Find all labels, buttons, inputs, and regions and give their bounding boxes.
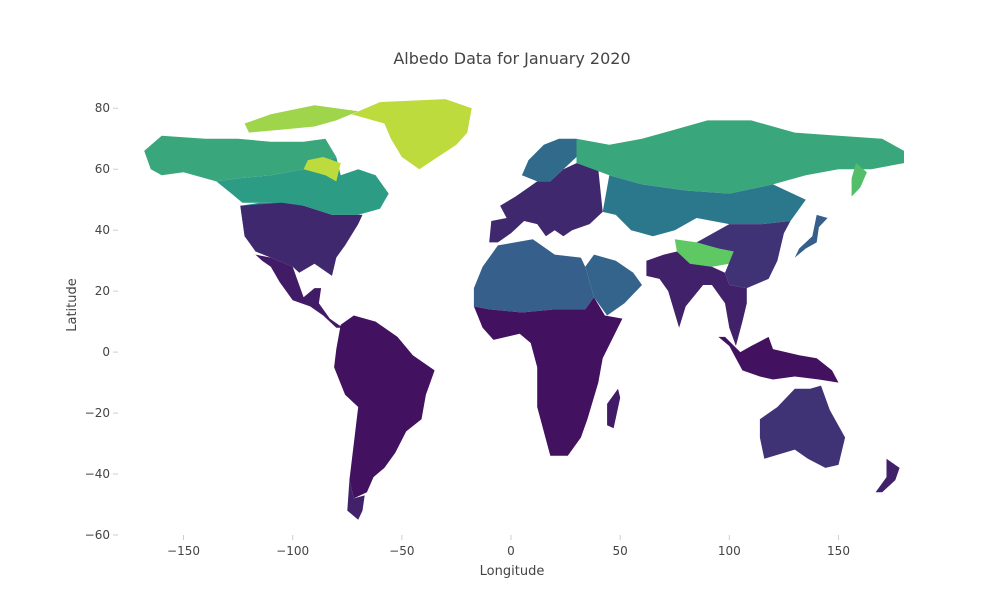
x-tick-label: 50 bbox=[613, 544, 628, 558]
map-region-central-southern-africa bbox=[473, 297, 623, 456]
x-axis-ticks: −150 −100 −50 0 50 100 150 bbox=[167, 535, 850, 558]
x-tick-label: 100 bbox=[718, 544, 741, 558]
map-region-india-se-asia bbox=[646, 251, 747, 346]
x-tick-label: −100 bbox=[276, 544, 309, 558]
map-region-central-asia bbox=[602, 175, 806, 237]
chart-title: Albedo Data for January 2020 bbox=[393, 49, 630, 68]
map-region-patagonia bbox=[347, 480, 365, 520]
y-axis-title: Latitude bbox=[65, 278, 80, 332]
map-region-australia bbox=[759, 385, 846, 468]
map-region-madagascar bbox=[607, 388, 621, 429]
x-tick-label: −50 bbox=[389, 544, 414, 558]
map-region-china bbox=[696, 221, 791, 289]
map-region-kamchatka bbox=[851, 163, 867, 197]
y-tick-label: 60 bbox=[95, 162, 110, 176]
map-region-south-america bbox=[334, 315, 435, 499]
map-region-sahara-north-africa bbox=[473, 239, 594, 313]
y-tick-label: −40 bbox=[85, 467, 110, 481]
x-tick-label: 0 bbox=[507, 544, 515, 558]
x-tick-label: −150 bbox=[167, 544, 200, 558]
x-tick-label: 150 bbox=[827, 544, 850, 558]
map-region-japan bbox=[794, 214, 828, 258]
y-tick-label: 0 bbox=[102, 345, 110, 359]
map-region-europe bbox=[489, 163, 603, 243]
map-region-indonesia-new-guinea bbox=[718, 336, 839, 383]
map-region-scandinavia bbox=[521, 138, 577, 182]
x-axis-title: Longitude bbox=[480, 564, 545, 579]
y-tick-label: −20 bbox=[85, 406, 110, 420]
y-tick-label: −60 bbox=[85, 528, 110, 542]
y-tick-label: 20 bbox=[95, 284, 110, 298]
y-axis-ticks: −60 −40 −20 0 20 40 60 80 bbox=[85, 101, 118, 542]
map-region-northern-russia-siberia bbox=[576, 120, 904, 194]
map-heatmap-layer bbox=[144, 99, 904, 520]
map-region-united-states bbox=[240, 202, 363, 276]
map-region-north-america-north bbox=[216, 157, 389, 215]
map-region-tibet-himalaya bbox=[674, 239, 734, 267]
map-region-alaska-canada-arctic bbox=[144, 135, 337, 182]
y-tick-label: 40 bbox=[95, 223, 110, 237]
map-region-mexico-central-america bbox=[255, 254, 343, 328]
map-region-arabian-peninsula bbox=[585, 254, 642, 316]
map-region-arctic-islands bbox=[244, 105, 359, 133]
map-region-hudson-bay-area bbox=[303, 157, 341, 182]
map-region-new-zealand bbox=[875, 458, 900, 493]
y-tick-label: 80 bbox=[95, 101, 110, 115]
map-region-greenland bbox=[351, 99, 472, 170]
